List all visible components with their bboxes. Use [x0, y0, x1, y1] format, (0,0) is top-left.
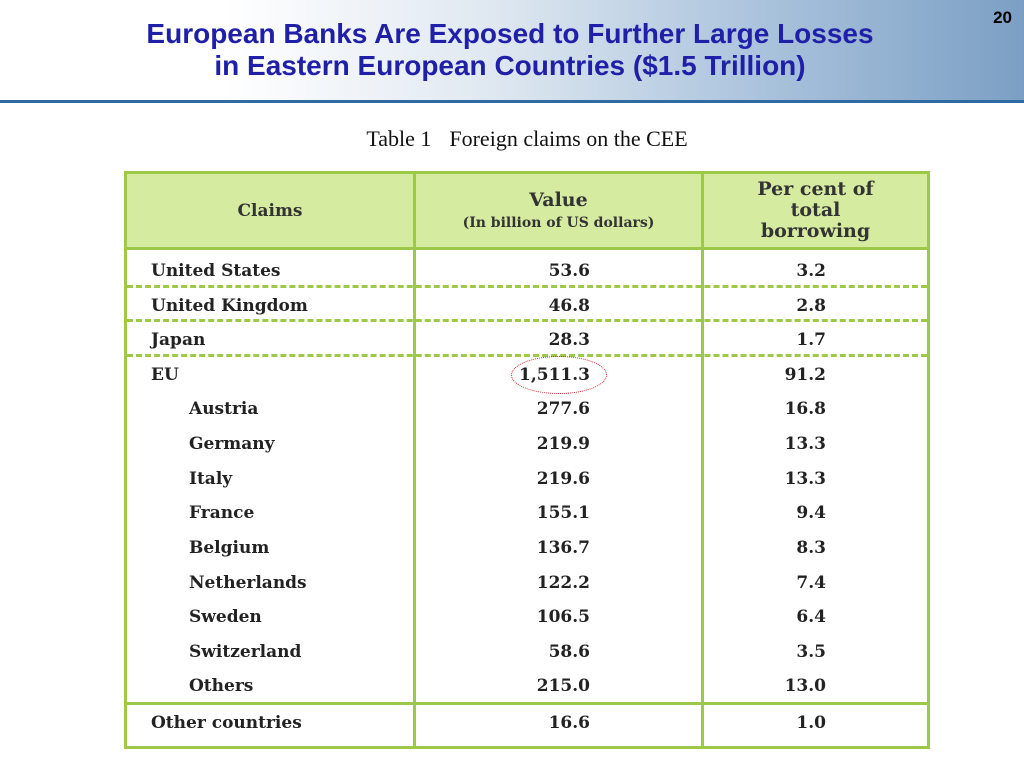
table-header: Claims Value (In billion of US dollars) … [127, 174, 927, 250]
row-value: 58.6 [548, 642, 590, 662]
row-percent: 8.3 [796, 538, 826, 558]
row-name: Other countries [151, 713, 302, 733]
table-row: Switzerland 58.6 3.5 [127, 635, 927, 669]
header-value: Value (In billion of US dollars) [416, 174, 701, 247]
claims-table: Claims Value (In billion of US dollars) … [124, 171, 930, 749]
header-percent-line-2: total [790, 199, 841, 221]
row-name: Italy [189, 469, 233, 489]
row-percent: 6.4 [796, 607, 826, 627]
header-value-label: Value [529, 188, 588, 211]
row-percent: 13.0 [784, 676, 826, 696]
row-name: Germany [189, 434, 275, 454]
row-value: 215.0 [536, 676, 590, 696]
table-row: Belgium 136.7 8.3 [127, 531, 927, 565]
slide-title-line-1: European Banks Are Exposed to Further La… [146, 18, 874, 49]
header-value-unit: (In billion of US dollars) [462, 214, 655, 231]
table-caption-text: Foreign claims on the CEE [449, 126, 688, 151]
row-percent: 91.2 [784, 365, 826, 385]
header-percent-line-1: Per cent of [757, 178, 874, 200]
row-value: 136.7 [536, 538, 590, 558]
table-row: Japan 28.3 1.7 [127, 323, 927, 357]
header-claims-label: Claims [237, 200, 303, 221]
row-percent: 3.2 [796, 261, 826, 281]
page-number: 20 [993, 8, 1012, 27]
slide-title: European Banks Are Exposed to Further La… [40, 18, 980, 82]
row-name: United Kingdom [151, 296, 308, 316]
row-percent: 7.4 [796, 573, 826, 593]
row-name: Belgium [189, 538, 270, 558]
row-name: EU [151, 365, 179, 385]
row-name: United States [151, 261, 281, 281]
row-separator-dashed [127, 354, 927, 357]
row-separator-solid [127, 702, 927, 705]
row-separator-dashed [127, 319, 927, 322]
row-percent: 1.0 [796, 713, 826, 733]
row-name: France [189, 503, 255, 523]
table-row: Austria 277.6 16.8 [127, 392, 927, 426]
row-name: Others [189, 676, 254, 696]
row-value: 122.2 [536, 573, 590, 593]
table-row: United Kingdom 46.8 2.8 [127, 289, 927, 323]
column-divider-1 [413, 174, 416, 746]
row-name: Austria [189, 399, 259, 419]
row-percent: 3.5 [796, 642, 826, 662]
row-value: 219.9 [536, 434, 590, 454]
row-value: 28.3 [548, 330, 590, 350]
highlight-circle [511, 356, 607, 394]
row-name: Japan [151, 330, 206, 350]
row-percent: 2.8 [796, 296, 826, 316]
table-caption: Table 1 Foreign claims on the CEE [0, 126, 1024, 152]
table-row: United States 53.6 3.2 [127, 254, 927, 288]
row-separator-dashed [127, 285, 927, 288]
row-value: 277.6 [536, 399, 590, 419]
row-percent: 13.3 [784, 469, 826, 489]
header-percent-line-3: borrowing [760, 220, 871, 242]
header-band [0, 0, 1024, 100]
row-value: 53.6 [548, 261, 590, 281]
row-percent: 16.8 [784, 399, 826, 419]
row-value: 106.5 [536, 607, 590, 627]
table-row: Netherlands 122.2 7.4 [127, 566, 927, 600]
row-percent: 9.4 [796, 503, 826, 523]
row-name: Switzerland [189, 642, 302, 662]
table-row: Other countries 16.6 1.0 [127, 706, 927, 740]
header-percent: Per cent of total borrowing [704, 174, 927, 247]
row-value: 155.1 [536, 503, 590, 523]
table-row: Sweden 106.5 6.4 [127, 600, 927, 634]
row-name: Sweden [189, 607, 262, 627]
slide-title-line-2: in Eastern European Countries ($1.5 Tril… [214, 50, 806, 81]
table-caption-number: Table 1 [366, 126, 432, 151]
table-row: Others 215.0 13.0 [127, 669, 927, 703]
row-value: 46.8 [548, 296, 590, 316]
row-percent: 1.7 [796, 330, 826, 350]
row-value: 16.6 [548, 713, 590, 733]
table-row: Italy 219.6 13.3 [127, 462, 927, 496]
row-value: 219.6 [536, 469, 590, 489]
row-percent: 13.3 [784, 434, 826, 454]
table-row: France 155.1 9.4 [127, 496, 927, 530]
header-claims: Claims [127, 174, 413, 247]
header-rule [0, 100, 1024, 103]
column-divider-2 [701, 174, 704, 746]
table-row: Germany 219.9 13.3 [127, 427, 927, 461]
row-name: Netherlands [189, 573, 307, 593]
